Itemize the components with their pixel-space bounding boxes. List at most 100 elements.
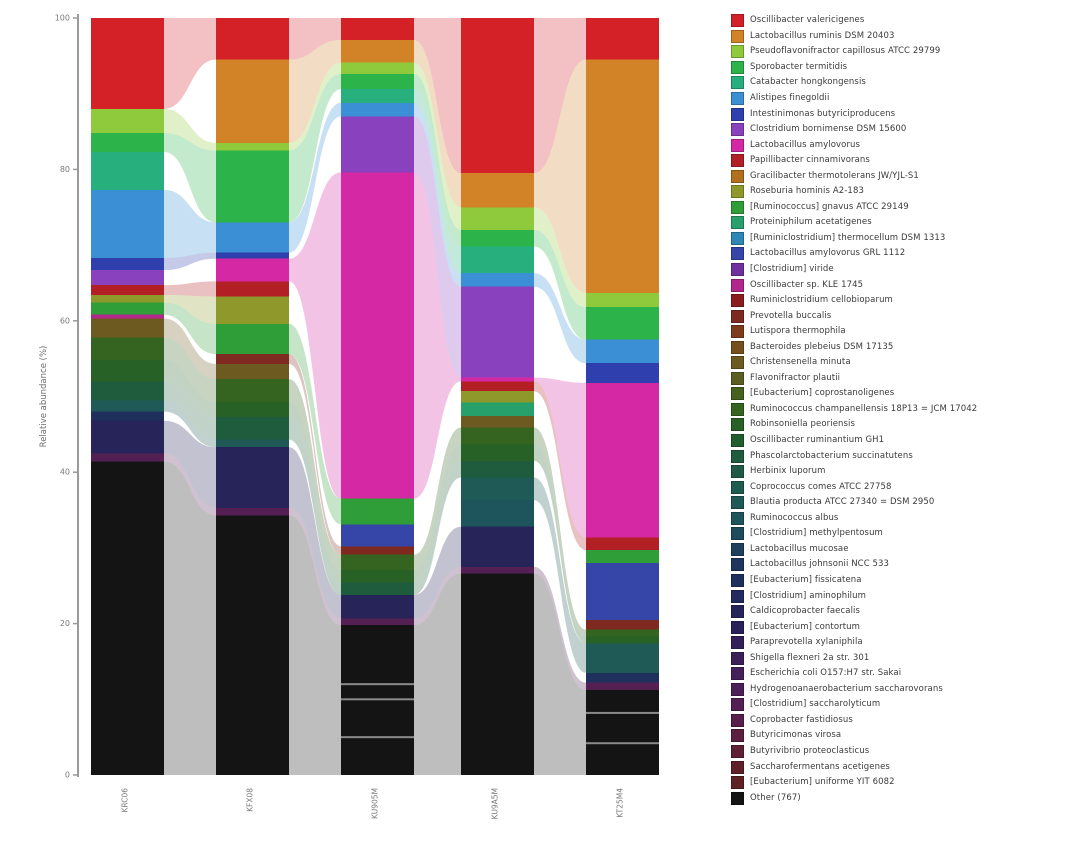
legend-label: [Clostridium] saccharolyticum [750, 699, 881, 710]
legend-label: Bacteroides plebeius DSM 17135 [750, 341, 894, 352]
flow-ribbon [414, 18, 461, 174]
bar-segment [586, 292, 659, 308]
bar-segment [461, 18, 534, 174]
flow-ribbon [164, 420, 216, 508]
flow-ribbon [414, 573, 461, 775]
legend-item: Sporobacter termitidis [731, 60, 1071, 76]
legend-label: Other (767) [750, 792, 801, 803]
other-separator-line [341, 736, 414, 739]
flow-ribbon [164, 302, 216, 355]
legend-item: Lactobacillus ruminis DSM 20403 [731, 29, 1071, 45]
flow-ribbon [164, 133, 216, 223]
legend-label: Shigella flexneri 2a str. 301 [750, 652, 870, 663]
flow-ribbon [414, 566, 461, 626]
flow-ribbon [414, 74, 461, 247]
bar-segment [461, 573, 534, 775]
bar-segment [341, 582, 414, 595]
legend-swatch-icon [731, 791, 744, 805]
bar-segment [461, 173, 534, 208]
flow-ribbons [164, 18, 586, 775]
bar-segment [341, 569, 414, 583]
legend-swatch-icon [731, 776, 744, 790]
legend-label: [Eubacterium] coprostanoligenes [750, 388, 895, 399]
flow-ribbon [534, 381, 586, 551]
legend-item: Alistipes finegoldii [731, 91, 1071, 107]
legend-item: Butyricimonas virosa [731, 728, 1071, 744]
y-tick-label: 40 [60, 468, 70, 477]
legend-item: Bacteroides plebeius DSM 17135 [731, 339, 1071, 355]
bar-segment [461, 381, 534, 392]
legend-swatch-icon [731, 309, 744, 323]
bar-segment [341, 18, 414, 40]
bar [91, 18, 164, 775]
bar-segment [91, 420, 164, 454]
bar-segment [91, 314, 164, 319]
flow-ribbon [289, 379, 341, 570]
bar-segment [216, 281, 289, 297]
legend-item: Blautia producta ATCC 27340 = DSM 2950 [731, 495, 1071, 511]
legend-swatch-icon [731, 247, 744, 261]
legend-item: Lactobacillus amylovorus [731, 137, 1071, 153]
legend-label: Escherichia coli O157:H7 str. Sakai [750, 668, 902, 679]
bar-segment [91, 189, 164, 258]
legend-item: Escherichia coli O157:H7 str. Sakai [731, 666, 1071, 682]
bar-segment [91, 18, 164, 109]
legend-label: [Ruminococcus] gnavus ATCC 29149 [750, 201, 909, 212]
flow-ribbon [534, 427, 586, 637]
legend-swatch-icon [731, 200, 744, 214]
flow-ribbon [289, 447, 341, 619]
y-tick-label: 0 [65, 771, 70, 780]
flow-ribbon [164, 281, 216, 297]
bar-segment [461, 246, 534, 274]
flow-ribbon [289, 354, 341, 555]
bar-segment [91, 302, 164, 315]
flow-ribbon [534, 59, 586, 293]
legend-item: Coprococcus comes ATCC 27758 [731, 479, 1071, 495]
bar-segment [91, 108, 164, 134]
bar-segment [216, 252, 289, 259]
legend-swatch-icon [731, 527, 744, 541]
legend-swatch-icon [731, 605, 744, 619]
bar-segment [461, 444, 534, 461]
x-tick-label: KU9A5M [491, 788, 500, 819]
flow-ribbon [164, 252, 216, 271]
legend-item: Caldicoprobacter faecalis [731, 604, 1071, 620]
flow-ribbon [164, 18, 216, 109]
bar-segment [341, 74, 414, 90]
legend-item: [Clostridium] viride [731, 262, 1071, 278]
legend-label: Lactobacillus johnsonii NCC 533 [750, 559, 890, 570]
bar-segment [216, 401, 289, 417]
bar-segment [586, 636, 659, 644]
legend-swatch-icon [731, 14, 744, 28]
flow-ribbon [534, 18, 586, 174]
flow-ribbon [534, 207, 586, 308]
legend-label: [Eubacterium] fissicatena [750, 574, 862, 585]
bar-segment [586, 682, 659, 691]
legend-item: Ruminococcus champanellensis 18P13 = JCM… [731, 402, 1071, 418]
bar-segment [216, 59, 289, 143]
legend-label: Ruminiclostridium cellobioparum [750, 295, 893, 306]
flow-ribbon [414, 526, 461, 619]
legend-swatch-icon [731, 434, 744, 448]
legend-swatch-icon [731, 216, 744, 230]
legend-item: Clostridium bornimense DSM 15600 [731, 122, 1071, 138]
y-tick-label: 100 [55, 14, 70, 23]
legend-item: Lactobacillus mucosae [731, 542, 1071, 558]
legend-item: Ruminococcus albus [731, 511, 1071, 527]
legend-swatch-icon [731, 107, 744, 121]
bar-segment [586, 563, 659, 620]
legend-swatch-icon [731, 185, 744, 199]
legend-label: Papillibacter cinnamivorans [750, 155, 870, 166]
bar-segment [341, 62, 414, 75]
bar-segment [216, 416, 289, 440]
flow-ribbon [534, 477, 586, 673]
flow-ribbon [414, 62, 461, 230]
bar-segment [216, 150, 289, 223]
legend-item: [Eubacterium] contortum [731, 619, 1071, 635]
legend-swatch-icon [731, 620, 744, 634]
flow-ribbon [289, 401, 341, 583]
legend-label: Pseudoflavonifractor capillosus ATCC 297… [750, 46, 941, 57]
bar-segment [91, 360, 164, 382]
bar-segment [586, 59, 659, 293]
y-axis-label: Relative abundance (%) [39, 346, 49, 448]
